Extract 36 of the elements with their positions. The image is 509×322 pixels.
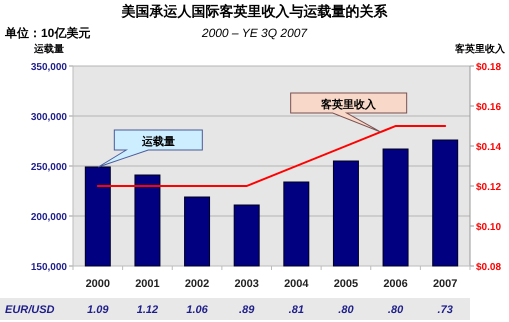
- y-tick-label: 150,000: [30, 262, 68, 273]
- text: 单位：10亿美元: [4, 26, 90, 40]
- x-tick-label: 2005: [334, 278, 358, 290]
- x-tick-label: 2003: [234, 278, 259, 290]
- x-tick-label: 2004: [284, 278, 310, 290]
- y-tick-label: 350,000: [30, 62, 68, 73]
- y2-tick-label: $0.10: [476, 222, 502, 233]
- y2-axis-title: 客英里收入: [454, 43, 506, 55]
- text: 1.09: [87, 304, 110, 316]
- x-tick-label: 2006: [383, 278, 408, 290]
- y2-tick-label: $0.14: [476, 142, 502, 153]
- y2-tick-label: $0.16: [476, 102, 502, 113]
- text: EUR/USD: [5, 304, 55, 316]
- text: 1.06: [186, 304, 209, 316]
- text: .81: [288, 304, 304, 316]
- x-tick-label: 2007: [432, 278, 458, 290]
- annotation: 客英里收入: [320, 98, 378, 111]
- y-axis-title: 运载量: [33, 43, 64, 55]
- y2-tick-label: $0.12: [476, 182, 502, 193]
- text: 1.12: [136, 304, 158, 316]
- line-series: [96, 125, 446, 187]
- x-tick-label: 2001: [135, 278, 160, 290]
- text: .80: [388, 304, 404, 316]
- y-tick-label: 300,000: [30, 112, 68, 123]
- text: .80: [338, 304, 354, 316]
- chart-title: 美国承运人国际客英里收入与运载量的关系: [120, 3, 388, 19]
- annotation: 运载量: [140, 135, 175, 148]
- y-tick-label: 200,000: [30, 212, 68, 223]
- x-tick-label: 2002: [184, 278, 210, 290]
- x-tick-label: 2000: [86, 278, 110, 290]
- y2-tick-label: $0.08: [476, 262, 502, 273]
- chart-subtitle: 2000 – YE 3Q 2007: [200, 26, 308, 40]
- y-tick-label: 250,000: [30, 162, 68, 173]
- text: .89: [239, 304, 256, 316]
- y2-tick-label: $0.18: [476, 62, 502, 73]
- text: .73: [438, 304, 453, 316]
